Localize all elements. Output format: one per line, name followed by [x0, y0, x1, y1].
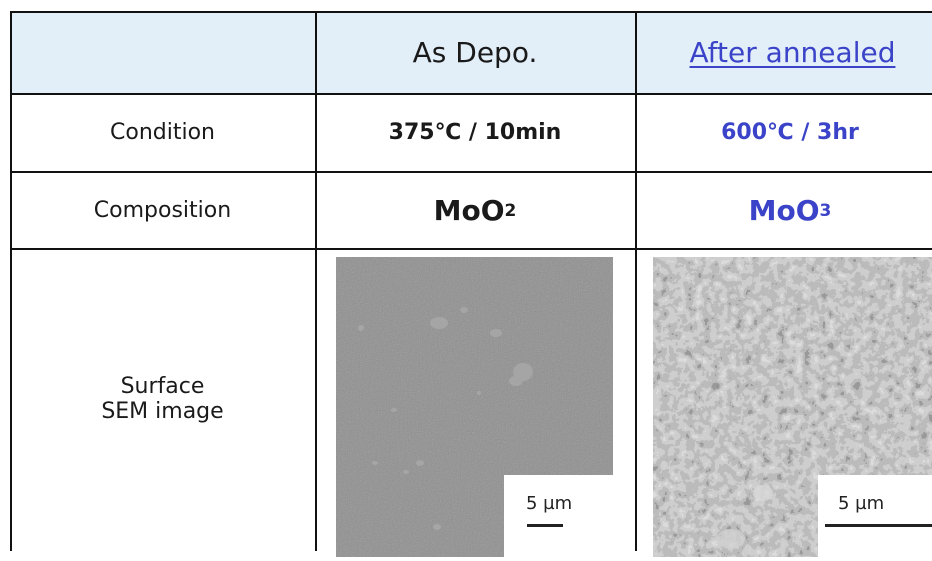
- grid-line: [10, 248, 932, 250]
- comparison-table: As Depo. After annealed Condition 375℃ /…: [10, 11, 932, 561]
- sem-image-annealed: 5 µm: [653, 257, 932, 557]
- composition-after-annealed: MoO 3: [635, 172, 932, 249]
- scale-bar-line: [825, 524, 932, 527]
- scale-bar-label: 5 µm: [526, 493, 573, 514]
- row-label-composition: Composition: [93, 198, 232, 223]
- sem-image-as-deposited: 5 µm: [336, 257, 613, 557]
- scale-bar-line: [527, 524, 563, 527]
- row-label-line: Surface: [120, 374, 205, 399]
- condition-as-depo: 375℃ / 10min: [388, 120, 562, 145]
- corner-cell: [10, 11, 315, 93]
- grid-line: [10, 171, 932, 173]
- scale-bar-box: [504, 475, 613, 557]
- column-header-as-depo: As Depo.: [315, 11, 635, 93]
- formula-base: MoO: [433, 194, 505, 227]
- grid-line: [10, 11, 932, 13]
- grid-line: [10, 93, 932, 95]
- formula-subscript: 2: [504, 200, 517, 221]
- sem-as-deposited-texture: [336, 257, 613, 557]
- row-label-sem: Surface SEM image: [10, 249, 315, 549]
- grid-line: [10, 11, 12, 551]
- formula-subscript: 3: [819, 200, 832, 221]
- formula-base: MoO: [748, 194, 820, 227]
- row-label-condition: Condition: [110, 120, 215, 145]
- column-header-after-annealed[interactable]: After annealed: [635, 11, 932, 93]
- condition-after-annealed: 600℃ / 3hr: [721, 120, 859, 145]
- grid-line: [315, 11, 317, 551]
- scale-bar-label: 5 µm: [838, 493, 885, 514]
- grid-line: [635, 11, 637, 551]
- composition-as-depo: MoO 2: [315, 172, 635, 249]
- scale-bar-box: [818, 475, 932, 557]
- row-label-line: SEM image: [101, 399, 224, 424]
